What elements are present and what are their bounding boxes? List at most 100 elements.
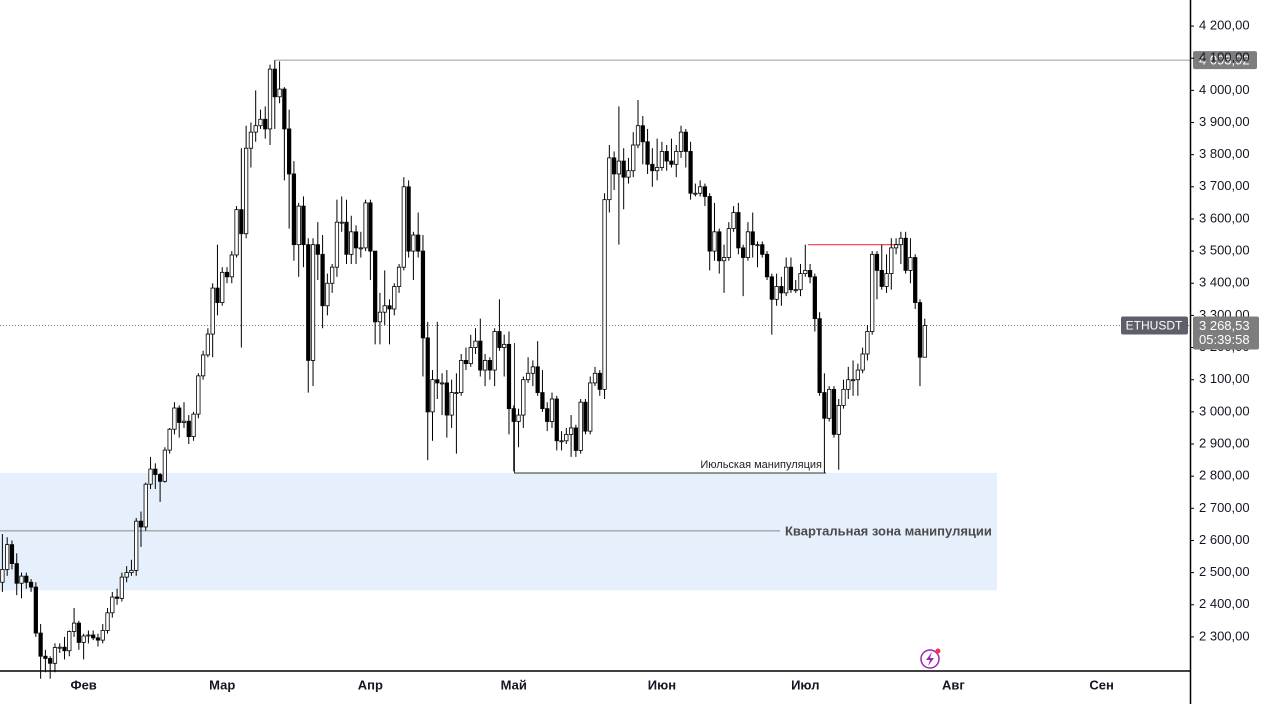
candle-body bbox=[913, 257, 918, 303]
candle-body bbox=[344, 221, 349, 255]
candle-body bbox=[502, 343, 507, 348]
candle-body bbox=[607, 157, 612, 201]
candle-body bbox=[688, 151, 693, 194]
candle-body bbox=[850, 379, 856, 382]
candle-body bbox=[28, 581, 34, 588]
candle-body bbox=[172, 407, 177, 430]
candle-body bbox=[879, 269, 884, 287]
candle-body bbox=[411, 234, 416, 252]
last-price-tag bbox=[1193, 316, 1259, 350]
candle-body bbox=[33, 586, 38, 634]
candle-body bbox=[874, 253, 880, 271]
candle-body bbox=[100, 630, 105, 641]
candle-body bbox=[325, 282, 330, 307]
candle-body bbox=[162, 449, 168, 482]
y-tick-label: 2 700,00 bbox=[1199, 500, 1250, 515]
candle-body bbox=[597, 372, 602, 390]
candle-body bbox=[545, 408, 550, 422]
candle-body bbox=[516, 414, 521, 422]
candle-body bbox=[167, 428, 172, 451]
candle-body bbox=[52, 647, 58, 664]
candle-body bbox=[631, 144, 636, 172]
candle-body bbox=[67, 631, 72, 652]
candle-body bbox=[320, 253, 325, 307]
candle-body bbox=[621, 160, 626, 178]
candle-body bbox=[779, 286, 784, 294]
y-tick-label: 3 000,00 bbox=[1199, 403, 1250, 418]
candle-body bbox=[377, 311, 383, 323]
candle-body bbox=[592, 372, 598, 384]
candle-body bbox=[774, 286, 779, 300]
candle-body bbox=[234, 209, 239, 256]
candle-body bbox=[583, 401, 588, 432]
candle-body bbox=[922, 325, 927, 358]
candle-body bbox=[71, 622, 77, 632]
candle-body bbox=[143, 483, 148, 528]
candle-body bbox=[401, 186, 406, 268]
candle-body bbox=[114, 596, 120, 599]
candle-body bbox=[263, 118, 268, 130]
candle-body bbox=[229, 254, 234, 278]
lightning-icon[interactable] bbox=[920, 648, 941, 669]
candle-body bbox=[812, 276, 817, 320]
high-level-tag bbox=[1193, 51, 1257, 70]
candle-body bbox=[741, 247, 746, 258]
candle-body bbox=[889, 247, 894, 275]
candle-body bbox=[846, 379, 851, 390]
candle-body bbox=[9, 544, 15, 565]
zone-label: Квартальная зона манипуляции bbox=[785, 523, 992, 538]
candle-body bbox=[497, 331, 502, 348]
candle-body bbox=[430, 379, 435, 413]
candle-body bbox=[200, 354, 206, 377]
candle-body bbox=[153, 468, 158, 475]
candle-body bbox=[554, 398, 559, 442]
candle-body bbox=[721, 257, 727, 262]
candle-body bbox=[349, 231, 354, 255]
candle-body bbox=[903, 237, 908, 271]
candle-body bbox=[616, 160, 622, 175]
candle-body bbox=[487, 360, 492, 371]
candle-body bbox=[124, 572, 129, 578]
zone-layer: Квартальная зона манипуляции Июльская ман… bbox=[0, 59, 1190, 591]
candle-body bbox=[468, 347, 473, 365]
x-tick-label: Апр bbox=[358, 677, 383, 692]
candle-body bbox=[635, 125, 641, 146]
candle-body bbox=[836, 405, 841, 435]
candle-body bbox=[540, 392, 545, 410]
candle-body bbox=[110, 596, 115, 614]
candle-body bbox=[827, 388, 832, 419]
candle-body bbox=[368, 202, 373, 252]
candle-body bbox=[564, 433, 569, 442]
candle-body bbox=[248, 131, 254, 149]
candle-body bbox=[908, 257, 913, 271]
candle-body bbox=[893, 244, 899, 249]
candle-body bbox=[244, 147, 249, 235]
candle-body bbox=[683, 131, 688, 152]
plot-layer bbox=[0, 60, 927, 679]
candle-body bbox=[363, 202, 368, 249]
last-price-label: 3 268,53 bbox=[1199, 318, 1250, 333]
symbol-label: ETHUSDT bbox=[1126, 319, 1183, 333]
y-tick-label: 3 500,00 bbox=[1199, 243, 1250, 258]
y-tick-label: 3 900,00 bbox=[1199, 114, 1250, 129]
candle-body bbox=[588, 382, 593, 432]
candle-body bbox=[803, 269, 808, 275]
candle-body bbox=[310, 244, 316, 361]
candle-body bbox=[416, 234, 421, 252]
candle-body bbox=[353, 231, 359, 249]
candle-body bbox=[482, 360, 488, 371]
candle-body bbox=[382, 305, 387, 313]
candle-body bbox=[784, 266, 789, 294]
y-tick-label: 2 800,00 bbox=[1199, 468, 1250, 483]
candle-body bbox=[253, 125, 258, 133]
x-tick-label: Мар bbox=[209, 677, 235, 692]
candle-body bbox=[315, 244, 320, 255]
candle-body bbox=[119, 576, 124, 599]
candle-body bbox=[196, 375, 201, 415]
candle-body bbox=[134, 520, 139, 571]
candle-body bbox=[702, 186, 708, 197]
candle-body bbox=[640, 125, 645, 143]
candle-body bbox=[750, 231, 755, 246]
candle-body bbox=[726, 228, 731, 258]
